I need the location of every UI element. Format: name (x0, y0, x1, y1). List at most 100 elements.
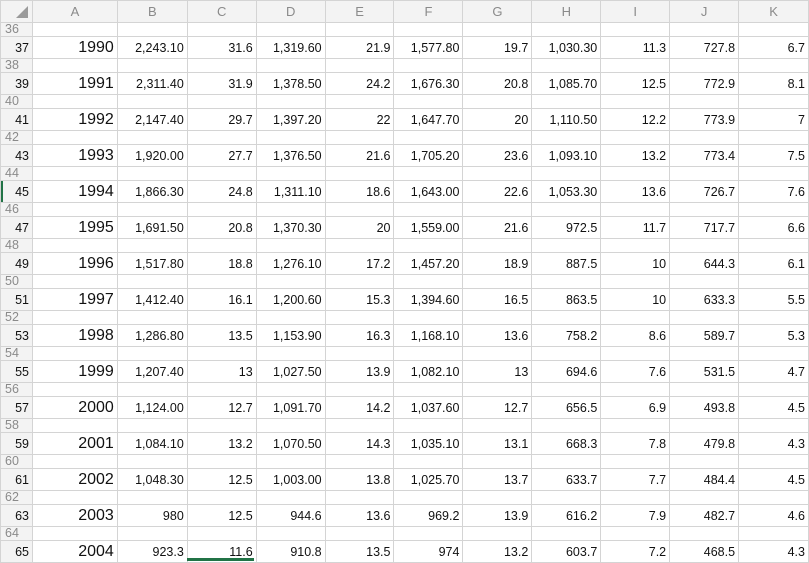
cell-A36[interactable] (31, 22, 118, 37)
cell-C51[interactable]: 16.1 (186, 288, 257, 311)
cell-I42[interactable] (600, 130, 671, 145)
cell-B39[interactable]: 2,311.40 (116, 72, 188, 95)
cell-G36[interactable] (462, 22, 533, 37)
cell-J49[interactable]: 644.3 (669, 252, 740, 275)
cell-J62[interactable] (669, 490, 740, 505)
cell-K51[interactable]: 5.5 (738, 288, 809, 311)
cell-E53[interactable]: 16.3 (324, 324, 395, 347)
cell-I38[interactable] (600, 58, 671, 73)
cell-K55[interactable]: 4.7 (738, 360, 809, 383)
row-header[interactable]: 41 (0, 108, 33, 131)
row-header[interactable]: 42 (0, 130, 33, 145)
cell-F46[interactable] (393, 202, 464, 217)
cell-I56[interactable] (600, 382, 671, 397)
cell-A49[interactable]: 1996 (31, 252, 118, 275)
cell-B46[interactable] (116, 202, 188, 217)
cell-B61[interactable]: 1,048.30 (116, 468, 188, 491)
cell-E57[interactable]: 14.2 (324, 396, 395, 419)
cell-D54[interactable] (255, 346, 326, 361)
cell-I51[interactable]: 10 (600, 288, 671, 311)
cell-G50[interactable] (462, 274, 533, 289)
cell-A39[interactable]: 1991 (31, 72, 118, 95)
cell-I46[interactable] (600, 202, 671, 217)
cell-G62[interactable] (462, 490, 533, 505)
cell-H59[interactable]: 668.3 (531, 432, 602, 455)
cell-F59[interactable]: 1,035.10 (393, 432, 464, 455)
cell-D45[interactable]: 1,311.10 (255, 180, 326, 203)
cell-K58[interactable] (738, 418, 809, 433)
cell-D38[interactable] (255, 58, 326, 73)
cell-G37[interactable]: 19.7 (462, 36, 533, 59)
cell-H56[interactable] (531, 382, 602, 397)
cell-C64[interactable] (186, 526, 257, 541)
cell-F41[interactable]: 1,647.70 (393, 108, 464, 131)
cell-K63[interactable]: 4.6 (738, 504, 809, 527)
row-header[interactable]: 47 (0, 216, 33, 239)
cell-H52[interactable] (531, 310, 602, 325)
cell-H37[interactable]: 1,030.30 (531, 36, 602, 59)
row-header[interactable]: 43 (0, 144, 33, 167)
cell-J54[interactable] (669, 346, 740, 361)
select-all-button[interactable] (0, 0, 33, 23)
cell-F55[interactable]: 1,082.10 (393, 360, 464, 383)
cell-I48[interactable] (600, 238, 671, 253)
cell-H44[interactable] (531, 166, 602, 181)
cell-H48[interactable] (531, 238, 602, 253)
cell-C52[interactable] (186, 310, 257, 325)
cell-H36[interactable] (531, 22, 602, 37)
cell-H55[interactable]: 694.6 (531, 360, 602, 383)
cell-F56[interactable] (393, 382, 464, 397)
cell-D57[interactable]: 1,091.70 (255, 396, 326, 419)
cell-G57[interactable]: 12.7 (462, 396, 533, 419)
cell-K57[interactable]: 4.5 (738, 396, 809, 419)
cell-I41[interactable]: 12.2 (600, 108, 671, 131)
row-header[interactable]: 55 (0, 360, 33, 383)
cell-H47[interactable]: 972.5 (531, 216, 602, 239)
cell-K36[interactable] (738, 22, 809, 37)
cell-K59[interactable]: 4.3 (738, 432, 809, 455)
cell-F45[interactable]: 1,643.00 (393, 180, 464, 203)
cell-C46[interactable] (186, 202, 257, 217)
cell-G61[interactable]: 13.7 (462, 468, 533, 491)
cell-C57[interactable]: 12.7 (186, 396, 257, 419)
cell-E52[interactable] (324, 310, 395, 325)
cell-B59[interactable]: 1,084.10 (116, 432, 188, 455)
row-header[interactable]: 53 (0, 324, 33, 347)
cell-A50[interactable] (31, 274, 118, 289)
column-header-F[interactable]: F (393, 0, 464, 23)
cell-A62[interactable] (31, 490, 118, 505)
cell-B65[interactable]: 923.3 (116, 540, 188, 563)
cell-I45[interactable]: 13.6 (600, 180, 671, 203)
column-header-G[interactable]: G (462, 0, 533, 23)
cell-H45[interactable]: 1,053.30 (531, 180, 602, 203)
cell-F57[interactable]: 1,037.60 (393, 396, 464, 419)
cell-C37[interactable]: 31.6 (186, 36, 257, 59)
row-header[interactable]: 37 (0, 36, 33, 59)
cell-G55[interactable]: 13 (462, 360, 533, 383)
cell-J47[interactable]: 717.7 (669, 216, 740, 239)
cell-F39[interactable]: 1,676.30 (393, 72, 464, 95)
cell-J40[interactable] (669, 94, 740, 109)
cell-E54[interactable] (324, 346, 395, 361)
row-header[interactable]: 58 (0, 418, 33, 433)
cell-C53[interactable]: 13.5 (186, 324, 257, 347)
cell-I37[interactable]: 11.3 (600, 36, 671, 59)
cell-F58[interactable] (393, 418, 464, 433)
cell-J50[interactable] (669, 274, 740, 289)
cell-B53[interactable]: 1,286.80 (116, 324, 188, 347)
cell-E38[interactable] (324, 58, 395, 73)
cell-G53[interactable]: 13.6 (462, 324, 533, 347)
row-header[interactable]: 61 (0, 468, 33, 491)
cell-I55[interactable]: 7.6 (600, 360, 671, 383)
cell-I61[interactable]: 7.7 (600, 468, 671, 491)
cell-D49[interactable]: 1,276.10 (255, 252, 326, 275)
column-header-D[interactable]: D (255, 0, 326, 23)
column-header-J[interactable]: J (669, 0, 740, 23)
cell-D64[interactable] (255, 526, 326, 541)
cell-I64[interactable] (600, 526, 671, 541)
column-header-E[interactable]: E (324, 0, 395, 23)
cell-J44[interactable] (669, 166, 740, 181)
cell-B37[interactable]: 2,243.10 (116, 36, 188, 59)
cell-A61[interactable]: 2002 (31, 468, 118, 491)
cell-G47[interactable]: 21.6 (462, 216, 533, 239)
